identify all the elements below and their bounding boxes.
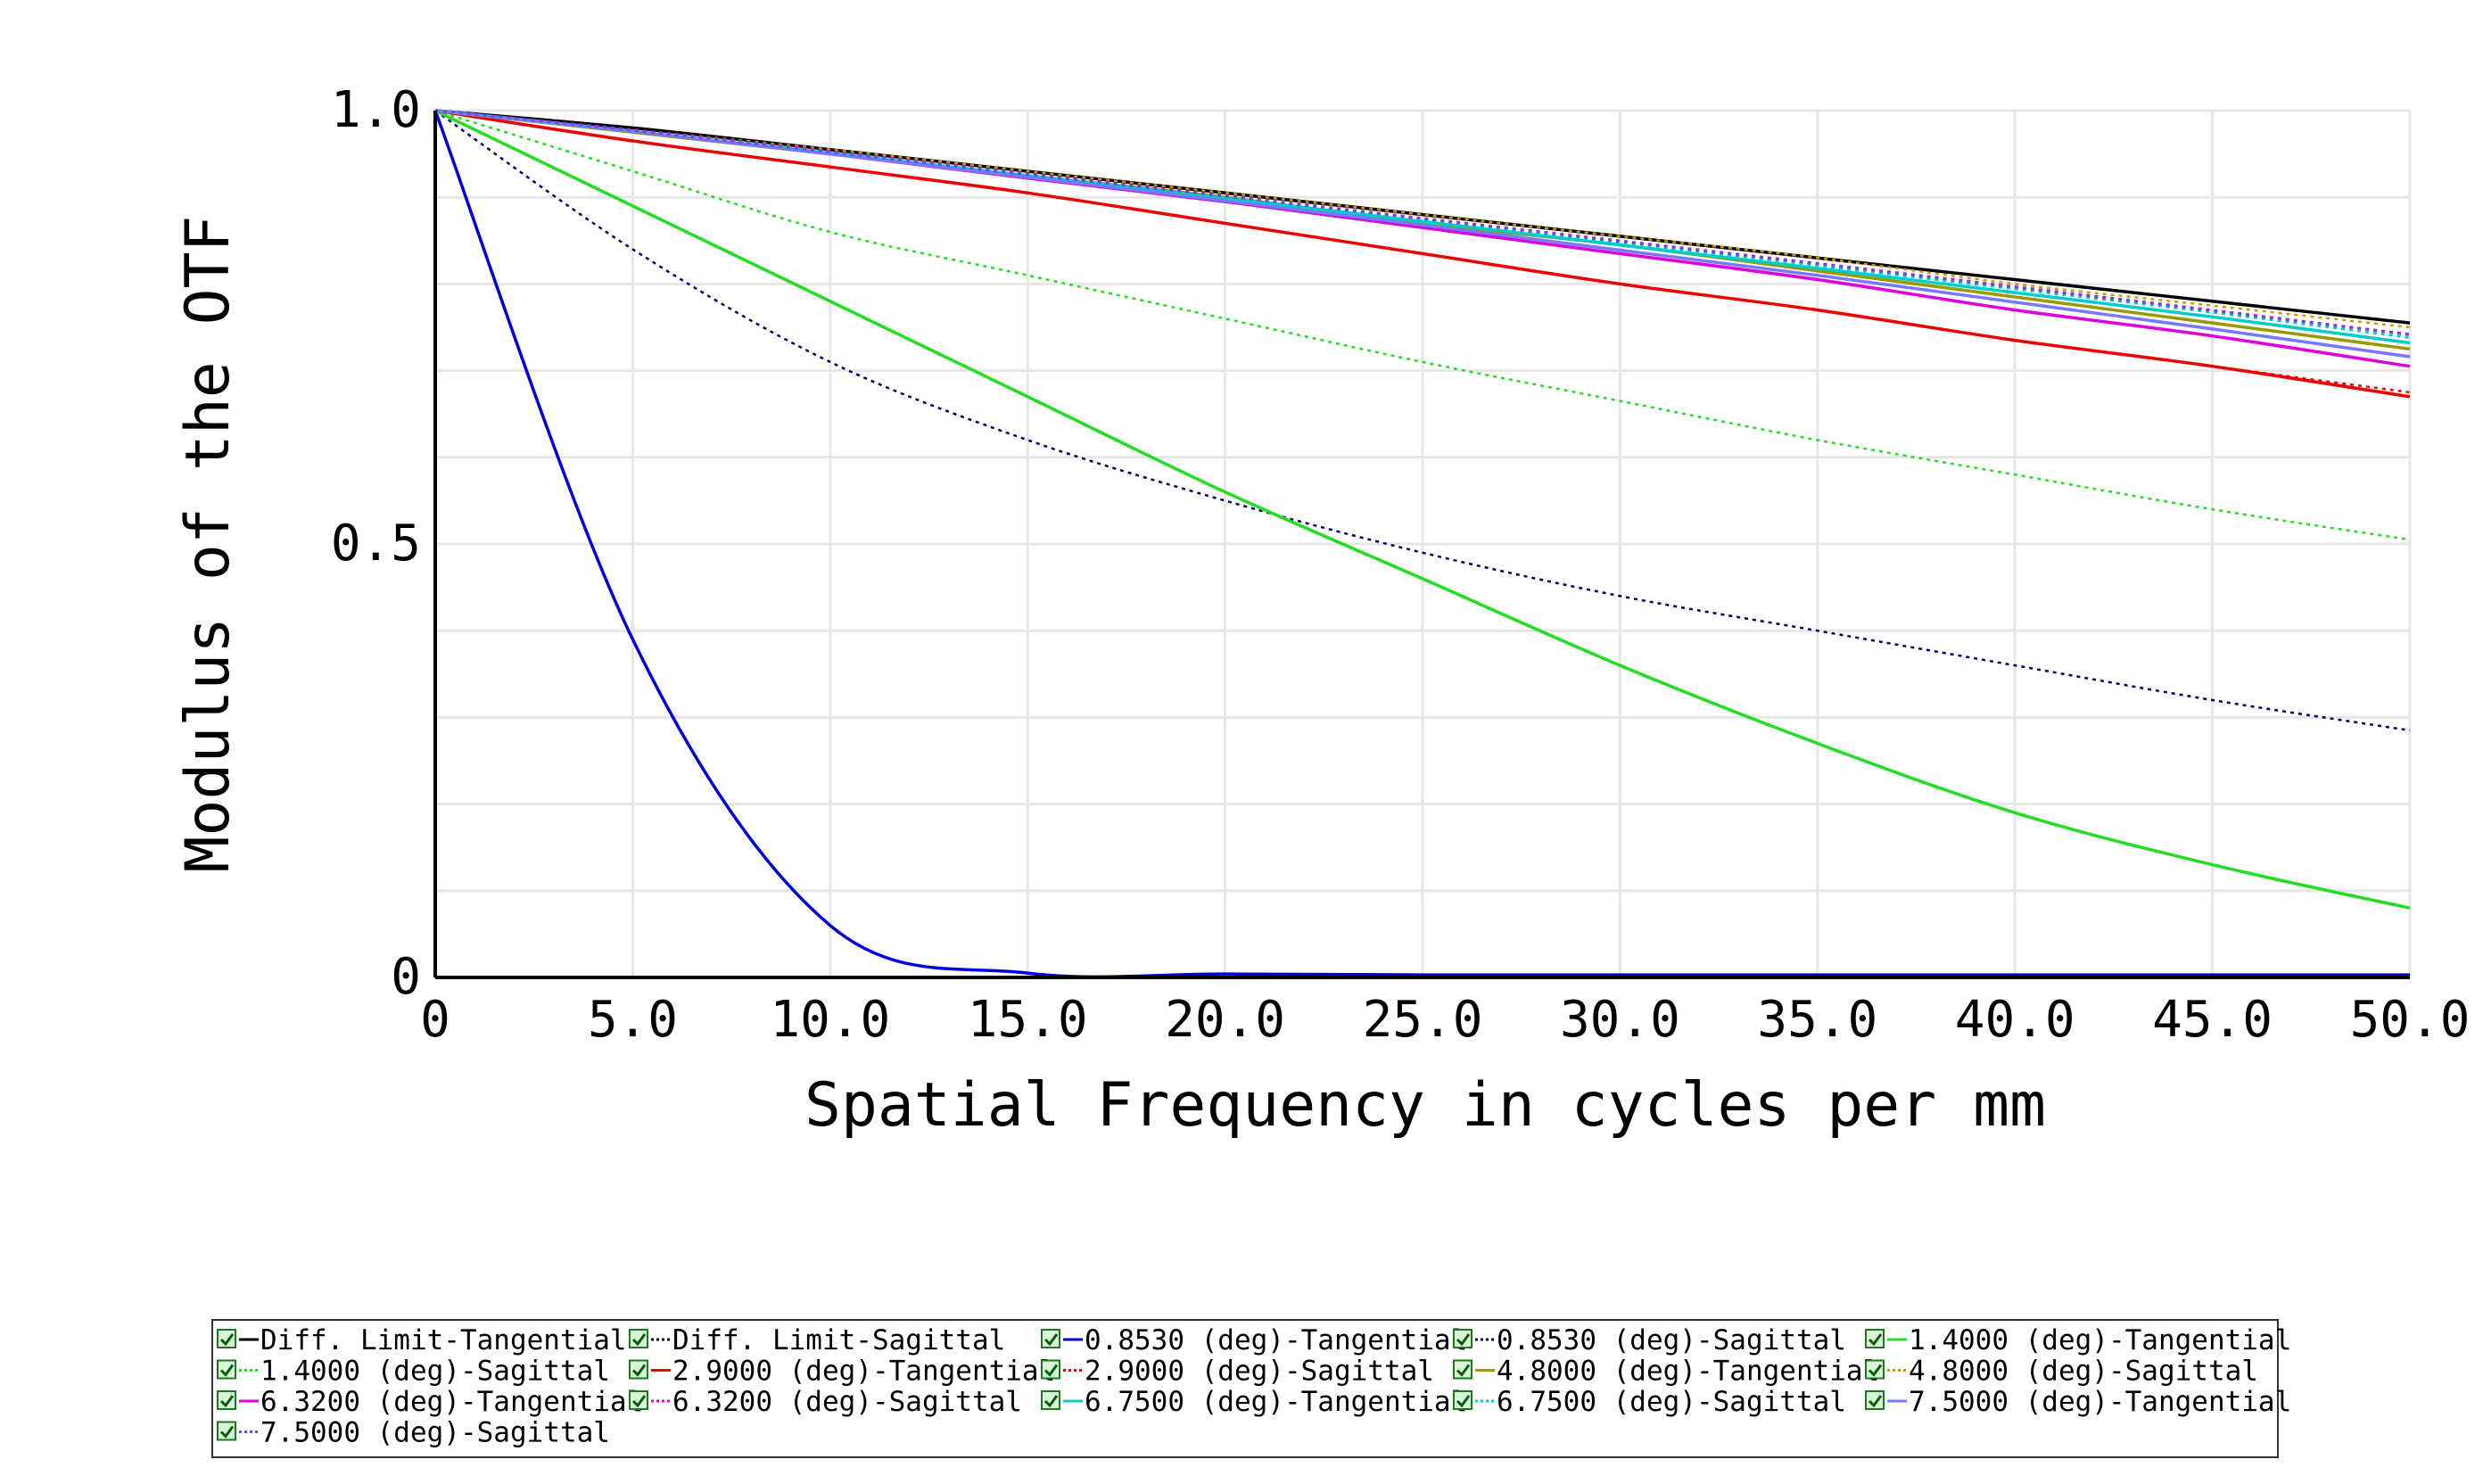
x-tick-label: 50.0 (2350, 991, 2471, 1049)
legend-checkbox[interactable] (1865, 1359, 1885, 1380)
legend-item[interactable]: 6.7500 (deg)-Tangential (1041, 1386, 1467, 1418)
legend-label: Diff. Limit-Sagittal (672, 1324, 1005, 1356)
legend-label: 6.3200 (deg)-Tangential (260, 1386, 643, 1418)
check-icon (1456, 1364, 1471, 1377)
y-tick-label: 1.0 (331, 81, 421, 139)
check-icon (1044, 1364, 1059, 1377)
legend-item[interactable]: 0.8530 (deg)-Tangential (1041, 1324, 1467, 1356)
legend-item[interactable]: 1.4000 (deg)-Sagittal (217, 1356, 610, 1388)
y-tick-label: 0.5 (331, 515, 421, 573)
tick-labels: 0 5.0 10.0 15.0 20.0 25.0 30.0 35.0 40.0 45.0 50.0… (331, 81, 2471, 1049)
legend-item[interactable]: 7.5000 (deg)-Tangential (1865, 1386, 2291, 1418)
legend-checkbox[interactable] (217, 1421, 236, 1441)
legend: Diff. Limit-Tangential Diff. Limit-Sagitt… (211, 1319, 2291, 1458)
legend-label: 4.8000 (deg)-Tangential (1497, 1356, 1879, 1388)
y-tick-label: 0 (391, 948, 421, 1006)
legend-item[interactable]: 6.3200 (deg)-Sagittal (629, 1386, 1022, 1418)
legend-label: 1.4000 (deg)-Sagittal (260, 1356, 610, 1388)
series-lines (433, 109, 2411, 979)
check-icon (1868, 1395, 1883, 1408)
legend-item[interactable]: 1.4000 (deg)-Tangential (1865, 1324, 2291, 1356)
series-line-6 (434, 109, 2411, 541)
check-icon (1456, 1395, 1471, 1408)
axes (433, 111, 2410, 979)
x-tick-label: 30.0 (1560, 991, 1680, 1049)
series-line-5 (434, 109, 2411, 910)
legend-item[interactable]: Diff. Limit-Sagittal (629, 1324, 1005, 1356)
legend-box (211, 1319, 2279, 1458)
legend-item[interactable]: 4.8000 (deg)-Sagittal (1865, 1356, 2258, 1388)
legend-label: 7.5000 (deg)-Sagittal (260, 1417, 610, 1449)
check-icon (219, 1333, 235, 1347)
x-tick-label: 45.0 (2152, 991, 2273, 1049)
series-line-1 (434, 109, 2411, 325)
check-icon (1044, 1395, 1059, 1408)
check-icon (631, 1333, 647, 1347)
legend-label: 7.5000 (deg)-Tangential (1909, 1386, 2291, 1418)
legend-checkbox[interactable] (217, 1359, 236, 1380)
legend-item[interactable]: 2.9000 (deg)-Sagittal (1041, 1356, 1434, 1388)
legend-checkbox[interactable] (629, 1329, 648, 1348)
legend-checkbox[interactable] (629, 1359, 648, 1380)
legend-checkbox[interactable] (1453, 1329, 1472, 1348)
legend-item[interactable]: 2.9000 (deg)-Tangential (629, 1356, 1055, 1388)
legend-checkbox[interactable] (1041, 1390, 1060, 1410)
x-tick-label: 5.0 (588, 991, 678, 1049)
x-tick-label: 40.0 (1955, 991, 2075, 1049)
legend-label: 0.8530 (deg)-Tangential (1085, 1324, 1467, 1356)
legend-checkbox[interactable] (1865, 1390, 1885, 1410)
series-line-4 (434, 109, 2411, 732)
check-icon (219, 1395, 235, 1408)
legend-item[interactable]: 4.8000 (deg)-Tangential (1453, 1356, 1879, 1388)
check-icon (1044, 1333, 1059, 1347)
legend-checkbox[interactable] (217, 1329, 236, 1348)
legend-checkbox[interactable] (629, 1390, 648, 1410)
legend-label: 1.4000 (deg)-Tangential (1909, 1324, 2291, 1356)
legend-label: 0.8530 (deg)-Sagittal (1497, 1324, 1846, 1356)
legend-checkbox[interactable] (1041, 1329, 1060, 1348)
legend-label: 2.9000 (deg)-Tangential (672, 1356, 1055, 1388)
x-axis-title: Spatial Frequency in cycles per mm (804, 1070, 2046, 1141)
legend-checkbox[interactable] (1453, 1359, 1472, 1380)
legend-item[interactable]: 7.5000 (deg)-Sagittal (217, 1417, 610, 1449)
check-icon (631, 1395, 647, 1408)
legend-label: 6.3200 (deg)-Sagittal (672, 1386, 1022, 1418)
legend-label: 4.8000 (deg)-Sagittal (1909, 1356, 2258, 1388)
legend-checkbox[interactable] (1453, 1390, 1472, 1410)
series-line-8 (434, 109, 2411, 394)
check-icon (219, 1425, 235, 1439)
legend-checkbox[interactable] (217, 1390, 236, 1410)
legend-item[interactable]: 6.3200 (deg)-Tangential (217, 1386, 643, 1418)
legend-checkbox[interactable] (1865, 1329, 1885, 1348)
check-icon (1868, 1333, 1883, 1347)
series-line-3 (433, 110, 2410, 979)
legend-label: 6.7500 (deg)-Tangential (1085, 1386, 1467, 1418)
x-tick-label: 25.0 (1363, 991, 1483, 1049)
y-axis-title: Modulus of the OTF (173, 216, 243, 873)
legend-label: 6.7500 (deg)-Sagittal (1497, 1386, 1846, 1418)
series-line-15 (434, 109, 2411, 359)
x-tick-label: 20.0 (1165, 991, 1285, 1049)
check-icon (631, 1364, 647, 1377)
check-icon (1868, 1364, 1883, 1377)
grid (433, 109, 2412, 979)
x-tick-label: 15.0 (968, 991, 1088, 1049)
check-icon (1456, 1333, 1471, 1347)
legend-label: Diff. Limit-Tangential (260, 1324, 627, 1356)
check-icon (219, 1364, 235, 1377)
legend-item[interactable]: 6.7500 (deg)-Sagittal (1453, 1386, 1846, 1418)
legend-item[interactable]: 0.8530 (deg)-Sagittal (1453, 1324, 1846, 1356)
legend-item[interactable]: Diff. Limit-Tangential (217, 1324, 627, 1356)
x-tick-label: 10.0 (770, 991, 890, 1049)
x-tick-label: 35.0 (1757, 991, 1877, 1049)
legend-checkbox[interactable] (1041, 1359, 1060, 1380)
x-tick-label: 0 (420, 991, 450, 1049)
legend-label: 2.9000 (deg)-Sagittal (1085, 1356, 1434, 1388)
